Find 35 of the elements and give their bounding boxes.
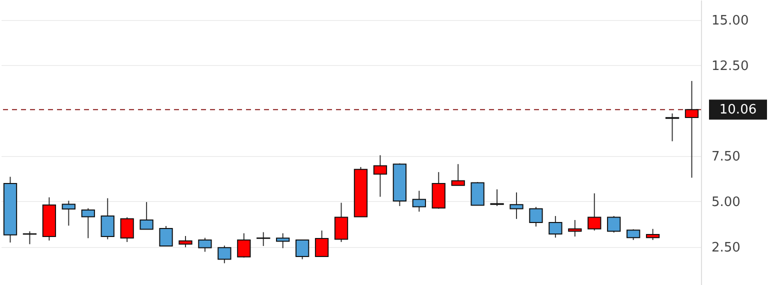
y-tick-label: 5.00 bbox=[712, 194, 740, 210]
candlestick bbox=[646, 228, 660, 240]
y-tick-label: 7.50 bbox=[712, 150, 740, 165]
candlestick bbox=[412, 190, 426, 212]
candlestick bbox=[237, 232, 251, 258]
y-tick-label: 15.00 bbox=[712, 13, 749, 28]
candlestick bbox=[490, 188, 504, 207]
candlestick bbox=[588, 192, 602, 232]
candlestick bbox=[607, 216, 621, 234]
candlestick bbox=[470, 182, 484, 206]
candlestick bbox=[198, 237, 212, 252]
candlestick bbox=[314, 230, 329, 257]
candlestick bbox=[100, 198, 114, 240]
candlestick bbox=[568, 220, 582, 238]
candlestick bbox=[218, 245, 232, 264]
candlestick bbox=[334, 202, 348, 242]
candlestick bbox=[451, 164, 465, 186]
candlestick bbox=[81, 208, 95, 239]
candlestick bbox=[548, 216, 562, 238]
y-tick-label: 2.50 bbox=[712, 240, 740, 256]
candlestick bbox=[510, 192, 524, 220]
candlestick bbox=[529, 206, 543, 228]
candlestick bbox=[256, 232, 270, 246]
candlestick bbox=[178, 235, 192, 248]
candlestick bbox=[373, 154, 388, 198]
candlestick bbox=[140, 202, 154, 230]
candlestick bbox=[295, 239, 310, 260]
candlestick bbox=[120, 216, 134, 242]
candlestick bbox=[276, 232, 290, 249]
y-tick-label: 12.50 bbox=[712, 58, 749, 74]
candlestick bbox=[684, 80, 699, 178]
ref-line-label: 10.06 bbox=[719, 102, 757, 118]
candlestick bbox=[159, 226, 173, 246]
candlestick bbox=[62, 200, 76, 226]
candlestick bbox=[665, 112, 680, 142]
